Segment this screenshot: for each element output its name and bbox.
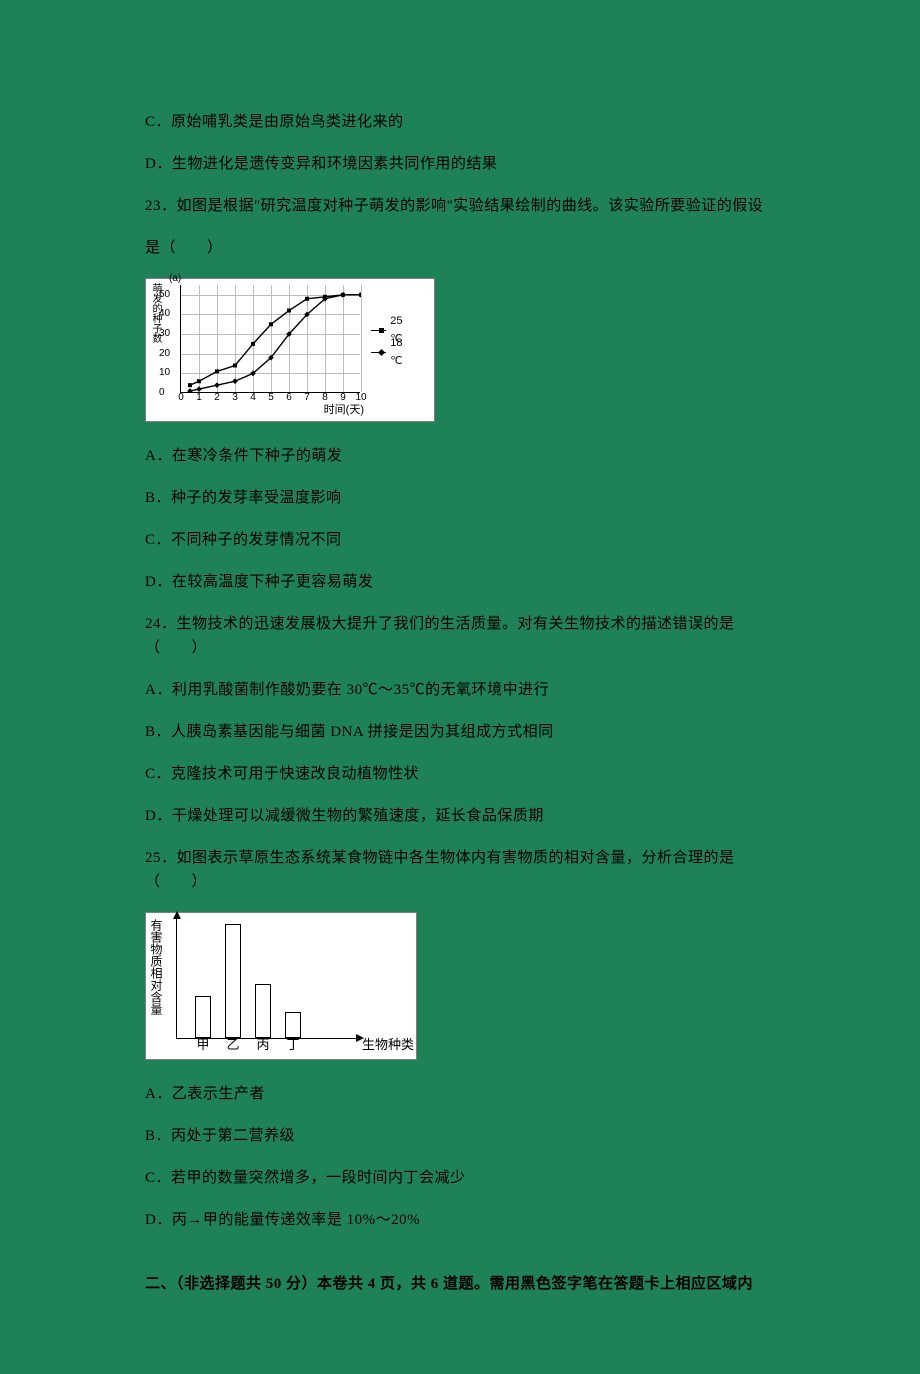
q25-chart-xlabel: 生物种类 bbox=[362, 1035, 414, 1056]
q25-chart-bar bbox=[255, 984, 271, 1038]
q23-option-c: C．不同种子的发芽情况不同 bbox=[145, 528, 775, 552]
q24-option-d: D．干燥处理可以减缓微生物的繁殖速度，延长食品保质期 bbox=[145, 804, 775, 828]
q23-option-b: B．种子的发芽率受温度影响 bbox=[145, 486, 775, 510]
q23-chart-ytick: 0 bbox=[159, 385, 165, 401]
q24-option-b: B．人胰岛素基因能与细菌 DNA 拼接是因为其组成方式相同 bbox=[145, 720, 775, 744]
q25-chart-xtick: 乙 bbox=[226, 1035, 239, 1056]
q23-chart-legend-item: 18 ℃ bbox=[371, 335, 409, 370]
q23-option-a: A．在寒冷条件下种子的萌发 bbox=[145, 444, 775, 468]
q25-chart-bar bbox=[195, 996, 211, 1038]
q25-chart-bar bbox=[225, 924, 241, 1038]
prev-option-d: D．生物进化是遗传变异和环境因素共同作用的结果 bbox=[145, 152, 775, 176]
q25-chart-xtick: 甲 bbox=[196, 1035, 209, 1056]
q23-option-d: D．在较高温度下种子更容易萌发 bbox=[145, 570, 775, 594]
q23-chart-ytick: 30 bbox=[159, 326, 170, 342]
prev-option-c: C．原始哺乳类是由原始鸟类进化来的 bbox=[145, 110, 775, 134]
q23-chart-xlabel: 时间(天) bbox=[324, 402, 364, 420]
q24-option-c: C．克隆技术可用于快速改良动植物性状 bbox=[145, 762, 775, 786]
q25-stem: 25．如图表示草原生态系统某食物链中各生物体内有害物质的相对含量，分析合理的是（… bbox=[145, 846, 775, 894]
q23-stem-line2: 是（ ） bbox=[145, 236, 775, 260]
q25-chart: 有害物质相对含量甲乙丙丁 生物种类 bbox=[145, 912, 417, 1060]
q25-option-d: D．丙→甲的能量传递效率是 10%～20% bbox=[145, 1208, 775, 1232]
q25-option-c: C．若甲的数量突然增多，一段时间内丁会减少 bbox=[145, 1166, 775, 1190]
q23-chart: 萌发的种子数(a)01020304050012345678910时间(天)25 … bbox=[145, 278, 435, 422]
section-2-heading: 二、（非选择题共 50 分）本卷共 4 页，共 6 道题。需用黑色签字笔在答题卡… bbox=[145, 1272, 775, 1296]
q23-chart-ytick: 20 bbox=[159, 346, 170, 362]
q25-chart-xtick: 丙 bbox=[256, 1035, 269, 1056]
q23-chart-ytick: 50 bbox=[159, 287, 170, 303]
q25-option-a: A．乙表示生产者 bbox=[145, 1082, 775, 1106]
q25-option-b: B．丙处于第二营养级 bbox=[145, 1124, 775, 1148]
q23-chart-ytick: 10 bbox=[159, 365, 170, 381]
q24-option-a: A．利用乳酸菌制作酸奶要在 30℃～35℃的无氧环境中进行 bbox=[145, 678, 775, 702]
q23-stem-line1: 23．如图是根据"研究温度对种子萌发的影响"实验结果绘制的曲线。该实验所要验证的… bbox=[145, 194, 775, 218]
q25-chart-bar bbox=[285, 1012, 301, 1038]
q25-chart-ylabel: 有害物质相对含量 bbox=[148, 919, 162, 1015]
q25-chart-xtick: 丁 bbox=[286, 1035, 299, 1056]
q23-chart-yunit: (a) bbox=[169, 271, 181, 287]
q23-chart-ytick: 40 bbox=[159, 306, 170, 322]
q24-stem: 24．生物技术的迅速发展极大提升了我们的生活质量。对有关生物技术的描述错误的是（… bbox=[145, 612, 775, 660]
